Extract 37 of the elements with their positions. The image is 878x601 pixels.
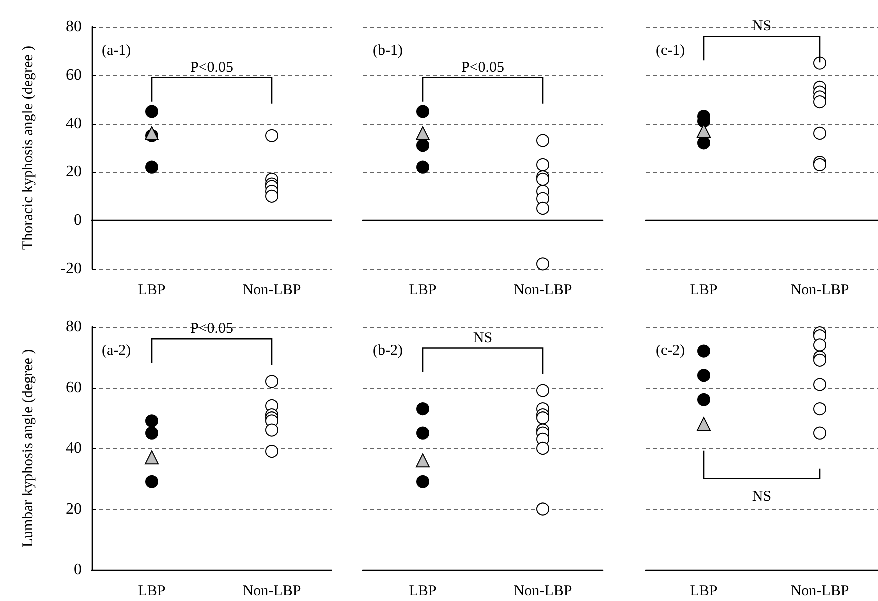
x-tick-label: LBP bbox=[138, 282, 166, 298]
x-tick-label: Non-LBP bbox=[514, 584, 572, 600]
x-tick-label: Non-LBP bbox=[242, 584, 302, 600]
y-tick-label: 40 bbox=[66, 440, 82, 457]
y-tick-label: 80 bbox=[66, 18, 82, 36]
x-tick-label: Non-LBP bbox=[790, 282, 850, 298]
x-tick-label: LBP bbox=[690, 584, 718, 600]
x-tick-label: Non-LBP bbox=[790, 584, 850, 600]
y-tick-label: -20 bbox=[60, 260, 82, 278]
y-tick-label: 40 bbox=[66, 115, 82, 132]
y-axis-title: Lumbar kyphosis angle (degree ) bbox=[20, 349, 36, 548]
x-tick-label: LBP bbox=[409, 584, 437, 600]
y-tick-label: 0 bbox=[74, 562, 82, 578]
annotation: P<0.05 bbox=[190, 321, 234, 338]
y-tick-label: 80 bbox=[66, 318, 82, 336]
y-tick-label: 20 bbox=[66, 164, 82, 181]
annotation: NS bbox=[752, 18, 772, 35]
annotation: (b-1) bbox=[373, 43, 403, 59]
annotation: (a-1) bbox=[102, 43, 132, 59]
annotation: NS bbox=[473, 330, 493, 346]
x-tick-label: LBP bbox=[690, 282, 718, 298]
annotation: NS bbox=[752, 488, 772, 505]
y-tick-label: 0 bbox=[74, 212, 82, 230]
x-tick-label: Non-LBP bbox=[242, 282, 302, 298]
y-tick-label: 60 bbox=[66, 66, 82, 84]
y-tick-label: 60 bbox=[66, 379, 82, 396]
annotation: P<0.05 bbox=[190, 60, 234, 76]
x-tick-label: LBP bbox=[409, 282, 437, 298]
annotation: P<0.05 bbox=[461, 60, 505, 76]
annotation: (a-2) bbox=[102, 343, 132, 359]
annotation: (c-2) bbox=[656, 343, 686, 359]
y-tick-label: 20 bbox=[66, 500, 82, 518]
x-tick-label: Non-LBP bbox=[514, 282, 572, 298]
x-tick-label: LBP bbox=[138, 584, 166, 600]
annotation: (c-1) bbox=[656, 43, 686, 59]
annotation: (b-2) bbox=[373, 343, 403, 359]
y-axis-title: Thoracic kyphosis angle (degree ) bbox=[20, 46, 36, 250]
